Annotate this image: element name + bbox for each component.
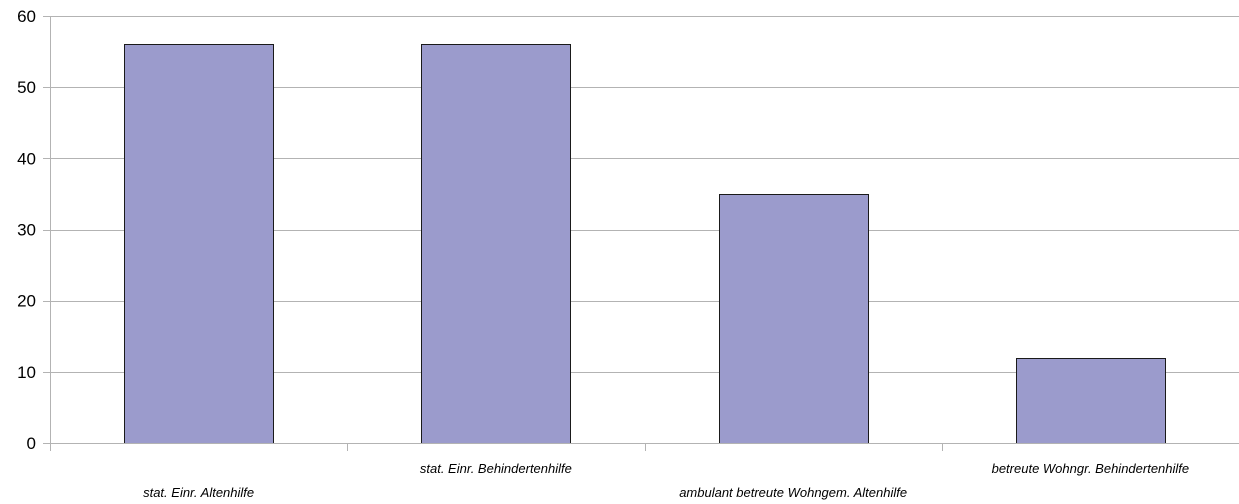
xtick-label-3: ambulant betreute Wohngem. Altenhilfe — [679, 485, 907, 500]
bar-1 — [124, 44, 274, 444]
bar-2 — [421, 44, 571, 444]
bar-3 — [719, 194, 869, 444]
ytick-label-0: 0 — [27, 434, 36, 453]
ytick-label-60: 60 — [17, 7, 36, 26]
bar-4 — [1016, 358, 1166, 444]
ytick-label-10: 10 — [17, 363, 36, 382]
ytick-label-30: 30 — [17, 221, 36, 240]
bars — [124, 44, 1166, 444]
tick-labels: 0 10 20 30 40 50 60 stat. Einr. Altenhilfe stat.… — [17, 7, 1189, 500]
xtick-label-1: stat. Einr. Altenhilfe — [143, 485, 254, 500]
ytick-label-40: 40 — [17, 149, 36, 168]
axes — [43, 16, 1239, 451]
ytick-label-50: 50 — [17, 78, 36, 97]
ytick-label-20: 20 — [17, 292, 36, 311]
xtick-label-4: betreute Wohngr. Behindertenhilfe — [992, 461, 1190, 476]
xtick-label-2: stat. Einr. Behindertenhilfe — [420, 461, 572, 476]
